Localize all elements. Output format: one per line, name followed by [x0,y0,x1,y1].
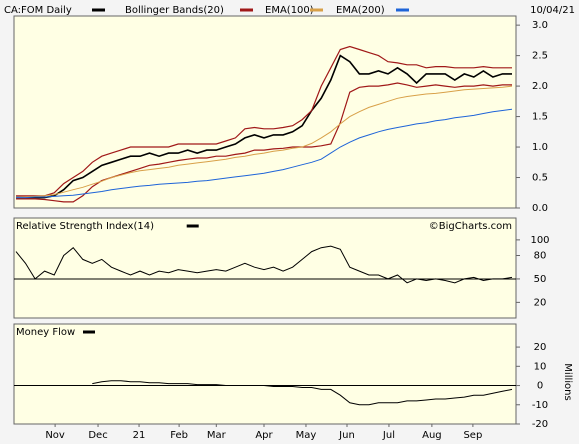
series-line [16,108,513,199]
series-line [92,380,513,406]
y-tick-label: 3.0 [532,20,548,31]
x-tick-label: Dec [88,430,107,441]
y-tick-label: 1.0 [532,142,548,153]
plot-area [13,15,517,209]
y-tick-label: 0.5 [532,173,548,184]
legend-label: EMA(100) [265,5,314,16]
y-tick-label: 0.0 [532,203,548,214]
y-tick-label: 10 [534,361,547,372]
x-tick-label: Feb [170,430,188,441]
x-tick-label: Sep [463,430,482,441]
series-line [16,45,512,197]
y-tick-label: -10 [532,400,548,411]
y-tick-label: -20 [532,419,548,430]
x-tick-label: 21 [133,430,146,441]
y-tick-label: 50 [534,274,547,285]
watermark: ©BigCharts.com [429,221,512,232]
y-tick-label: 1.5 [532,112,548,123]
legend-label: EMA(200) [336,5,385,16]
panel-title: Money Flow [16,327,75,338]
y-tick-label: 0 [537,381,543,392]
panel-title: Relative Strength Index(14) [16,221,154,232]
y-tick-label: 20 [534,342,547,353]
x-tick-label: Jun [338,430,355,441]
x-tick-label: May [296,430,317,441]
x-tick-label: Apr [255,430,273,441]
date: 10/04/21 [530,5,575,16]
y-tick-label: 2.5 [532,51,548,62]
series-line [15,85,513,199]
x-tick-label: Jul [382,430,395,441]
x-tick-label: Aug [422,430,442,441]
plot-area [13,217,517,319]
plot-area [13,323,517,425]
series-line [16,54,512,199]
y-tick-label: 80 [534,251,547,262]
x-tick-label: Nov [45,430,65,441]
x-tick-label: Mar [207,430,227,441]
chart-title: CA:FOM Daily [4,5,72,16]
legend-label: Bollinger Bands(20) [125,5,224,16]
y-tick-label: 20 [534,297,547,308]
y-tick-label: 100 [530,235,549,246]
series-line [15,245,513,284]
y-axis-label: Millions [562,363,573,400]
y-tick-label: 2.0 [532,81,548,92]
